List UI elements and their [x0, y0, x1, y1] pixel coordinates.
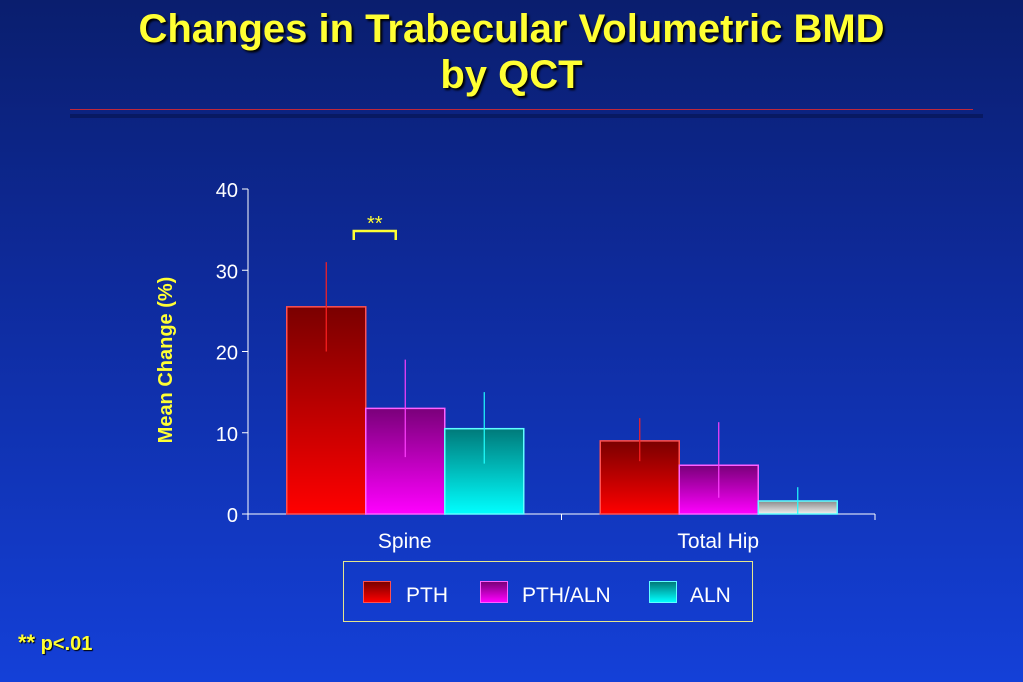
legend-swatch [649, 581, 677, 603]
chart-title: Changes in Trabecular Volumetric BMD by … [0, 6, 1023, 98]
y-tick-label: 20 [216, 343, 238, 365]
footnote-stars: ** [18, 630, 36, 655]
y-tick-label: 40 [216, 180, 238, 202]
legend-label: ALN [690, 584, 731, 607]
footnote-text: p<.01 [35, 633, 93, 655]
title-divider [70, 109, 973, 110]
y-tick-label: 10 [216, 424, 238, 446]
chart-legend: PTH PTH/ALN ALN [343, 561, 753, 622]
y-tick-label: 30 [216, 261, 238, 283]
title-line-1: Changes in Trabecular Volumetric BMD [138, 7, 885, 51]
legend-swatch [363, 581, 391, 603]
legend-label: PTH [406, 584, 448, 607]
y-axis-label: Mean Change (%) [155, 277, 177, 444]
significance-bracket [352, 229, 397, 240]
title-divider-shadow [70, 114, 983, 118]
x-tick-label: Spine [378, 530, 432, 553]
legend-label: PTH/ALN [522, 584, 611, 607]
significance-stars: ** [367, 213, 383, 235]
significance-footnote: ** p<.01 [18, 630, 92, 656]
x-tick-label: Total Hip [677, 530, 759, 553]
y-tick-label: 0 [227, 505, 238, 527]
title-line-2: by QCT [440, 53, 583, 97]
legend-swatch [480, 581, 508, 603]
